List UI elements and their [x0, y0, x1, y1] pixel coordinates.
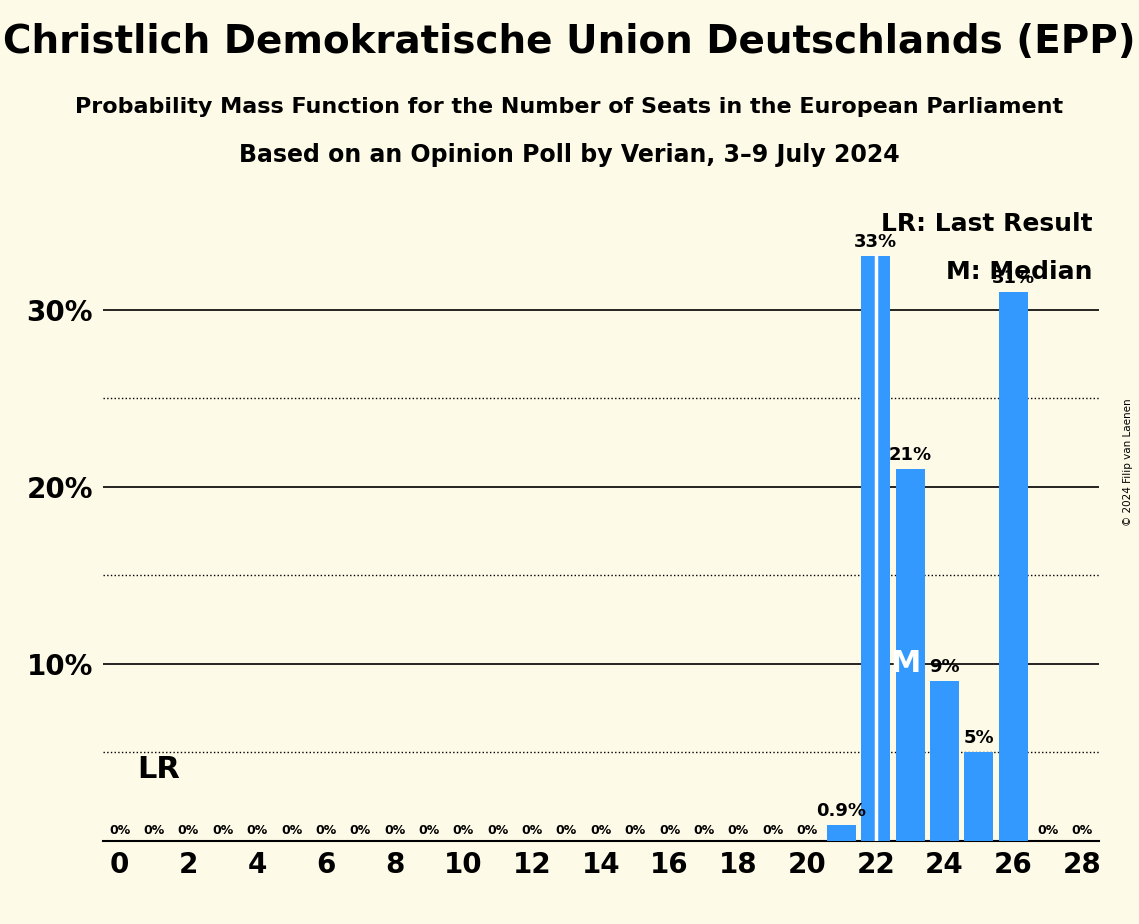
- Text: Based on an Opinion Poll by Verian, 3–9 July 2024: Based on an Opinion Poll by Verian, 3–9 …: [239, 143, 900, 167]
- Text: 31%: 31%: [992, 269, 1035, 286]
- Text: 0%: 0%: [762, 824, 784, 837]
- Text: M: Median: M: Median: [945, 260, 1092, 284]
- Text: LR: LR: [137, 756, 180, 784]
- Text: 0%: 0%: [452, 824, 474, 837]
- Bar: [929, 682, 959, 841]
- Text: 0%: 0%: [144, 824, 165, 837]
- Text: 0%: 0%: [590, 824, 612, 837]
- Text: 0%: 0%: [316, 824, 336, 837]
- Text: 0%: 0%: [624, 824, 646, 837]
- Bar: [895, 469, 925, 841]
- Text: 0%: 0%: [796, 824, 818, 837]
- Text: M: M: [890, 650, 920, 678]
- Text: 0%: 0%: [178, 824, 199, 837]
- Text: 0%: 0%: [694, 824, 714, 837]
- Text: 0%: 0%: [384, 824, 405, 837]
- Text: 5%: 5%: [964, 729, 994, 747]
- Text: 21%: 21%: [888, 445, 932, 464]
- Text: 0%: 0%: [659, 824, 680, 837]
- Text: 0%: 0%: [728, 824, 749, 837]
- Text: 0%: 0%: [1072, 824, 1092, 837]
- Bar: [999, 292, 1027, 841]
- Text: Christlich Demokratische Union Deutschlands (EPP): Christlich Demokratische Union Deutschla…: [3, 23, 1136, 61]
- Text: 0%: 0%: [281, 824, 302, 837]
- Text: 0%: 0%: [487, 824, 508, 837]
- Text: 9%: 9%: [929, 658, 960, 676]
- Bar: [861, 256, 891, 841]
- Text: 0%: 0%: [418, 824, 440, 837]
- Text: 0%: 0%: [212, 824, 233, 837]
- Text: 33%: 33%: [854, 233, 898, 251]
- Text: 0%: 0%: [522, 824, 542, 837]
- Text: LR: Last Result: LR: Last Result: [880, 213, 1092, 237]
- Text: 0.9%: 0.9%: [817, 802, 867, 820]
- Text: 0%: 0%: [109, 824, 130, 837]
- Text: 0%: 0%: [1036, 824, 1058, 837]
- Text: 0%: 0%: [246, 824, 268, 837]
- Text: 0%: 0%: [556, 824, 577, 837]
- Bar: [965, 752, 993, 841]
- Text: 0%: 0%: [350, 824, 371, 837]
- Text: © 2024 Filip van Laenen: © 2024 Filip van Laenen: [1123, 398, 1133, 526]
- Bar: [827, 825, 857, 841]
- Text: Probability Mass Function for the Number of Seats in the European Parliament: Probability Mass Function for the Number…: [75, 97, 1064, 117]
